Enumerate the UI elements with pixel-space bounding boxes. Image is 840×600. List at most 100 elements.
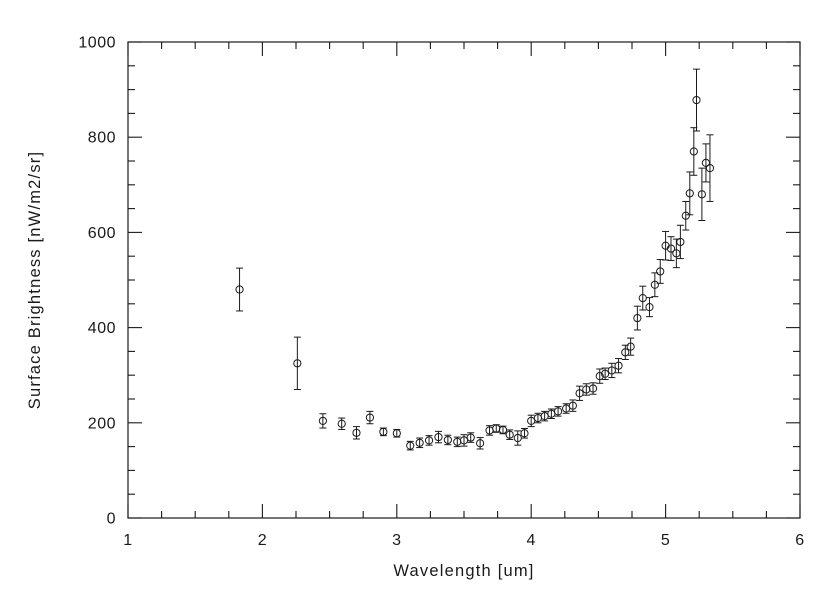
data-point <box>527 414 536 428</box>
open-circle-marker <box>406 441 415 450</box>
data-point <box>689 127 698 176</box>
open-circle-marker <box>466 433 475 442</box>
open-circle-marker <box>685 189 694 198</box>
data-point <box>697 167 706 221</box>
data-point <box>676 224 685 260</box>
open-circle-marker <box>365 413 375 422</box>
open-circle-marker <box>562 404 571 413</box>
data-point <box>692 68 701 132</box>
data-point <box>645 297 654 318</box>
open-circle-marker <box>588 384 598 393</box>
data-point <box>476 437 485 450</box>
data-point <box>293 336 302 390</box>
open-circle-marker <box>595 372 604 381</box>
open-circle-marker <box>459 436 469 445</box>
data-point <box>459 434 469 447</box>
data-point <box>365 410 375 425</box>
data-point <box>492 424 501 433</box>
data-point <box>485 425 494 436</box>
data-point <box>434 430 443 444</box>
data-point <box>582 383 591 396</box>
data-point <box>621 344 630 360</box>
open-circle-marker <box>527 416 536 425</box>
open-circle-marker <box>607 366 616 375</box>
open-circle-marker <box>626 342 635 351</box>
open-circle-marker <box>293 359 302 368</box>
data-point <box>607 362 616 379</box>
open-circle-marker <box>568 401 577 410</box>
data-point <box>614 358 623 374</box>
open-circle-marker <box>676 237 685 247</box>
y-tick-label: 1000 <box>78 35 116 52</box>
data-point <box>540 410 549 422</box>
open-circle-marker <box>553 407 563 416</box>
data-point <box>379 427 388 437</box>
data-point <box>415 437 424 449</box>
open-circle-marker <box>705 164 715 173</box>
data-point <box>498 425 508 435</box>
x-tick-label: 6 <box>795 532 804 549</box>
data-point <box>701 143 711 183</box>
data-point <box>318 413 327 429</box>
data-point <box>633 305 642 331</box>
data-point <box>575 385 584 401</box>
data-point <box>553 406 563 417</box>
open-circle-marker <box>575 389 584 398</box>
y-tick-label: 400 <box>88 320 116 337</box>
y-tick-label: 800 <box>88 130 116 147</box>
data-point <box>392 428 401 438</box>
data-point <box>562 403 571 414</box>
data-point <box>681 200 690 231</box>
data-point <box>672 238 681 269</box>
x-tick-label: 5 <box>661 532 670 549</box>
x-axis-title: Wavelength [um] <box>393 562 534 580</box>
open-circle-marker <box>415 438 424 447</box>
data-point <box>406 440 415 451</box>
y-tick-label: 200 <box>88 415 116 432</box>
data-point <box>547 408 556 420</box>
data-point <box>453 436 462 448</box>
x-tick-label: 3 <box>392 532 401 549</box>
y-tick-label: 600 <box>88 225 116 242</box>
x-tick-label: 2 <box>258 532 267 549</box>
data-point <box>352 426 361 440</box>
open-circle-marker <box>614 361 623 370</box>
data-point <box>443 434 452 446</box>
plot-generated-content: 1 2 3 4 5 6 0 200 400 600 800 1000 <box>78 35 804 550</box>
data-point <box>656 259 665 284</box>
data-point <box>505 429 514 440</box>
data-point <box>650 272 659 298</box>
data-point <box>533 412 543 424</box>
x-tick-label: 4 <box>526 532 535 549</box>
y-axis-title: Surface Brightness [nW/m2/sr] <box>26 151 44 410</box>
open-circle-marker <box>633 313 642 323</box>
data-point <box>588 382 598 395</box>
open-circle-marker <box>681 211 690 220</box>
open-circle-marker <box>434 432 443 442</box>
data-point <box>424 435 434 446</box>
open-circle-marker <box>318 416 327 425</box>
open-circle-marker <box>392 429 401 438</box>
open-circle-marker <box>692 95 701 105</box>
open-circle-marker <box>443 435 452 445</box>
open-circle-marker <box>352 428 361 437</box>
open-circle-marker <box>235 285 244 294</box>
open-circle-marker <box>476 439 485 448</box>
open-circle-marker <box>621 348 630 357</box>
data-point <box>568 399 577 412</box>
open-circle-marker <box>666 244 676 253</box>
data-point <box>685 171 694 216</box>
data-point <box>601 367 610 380</box>
y-tick-label: 0 <box>107 511 116 528</box>
open-circle-marker <box>697 190 706 199</box>
open-circle-marker <box>650 280 659 289</box>
data-point <box>466 432 475 443</box>
open-circle-marker <box>656 267 665 276</box>
data-point <box>235 267 244 312</box>
data-point <box>661 230 670 261</box>
open-circle-marker <box>520 429 529 438</box>
data-point <box>337 417 346 430</box>
open-circle-marker <box>505 430 514 439</box>
